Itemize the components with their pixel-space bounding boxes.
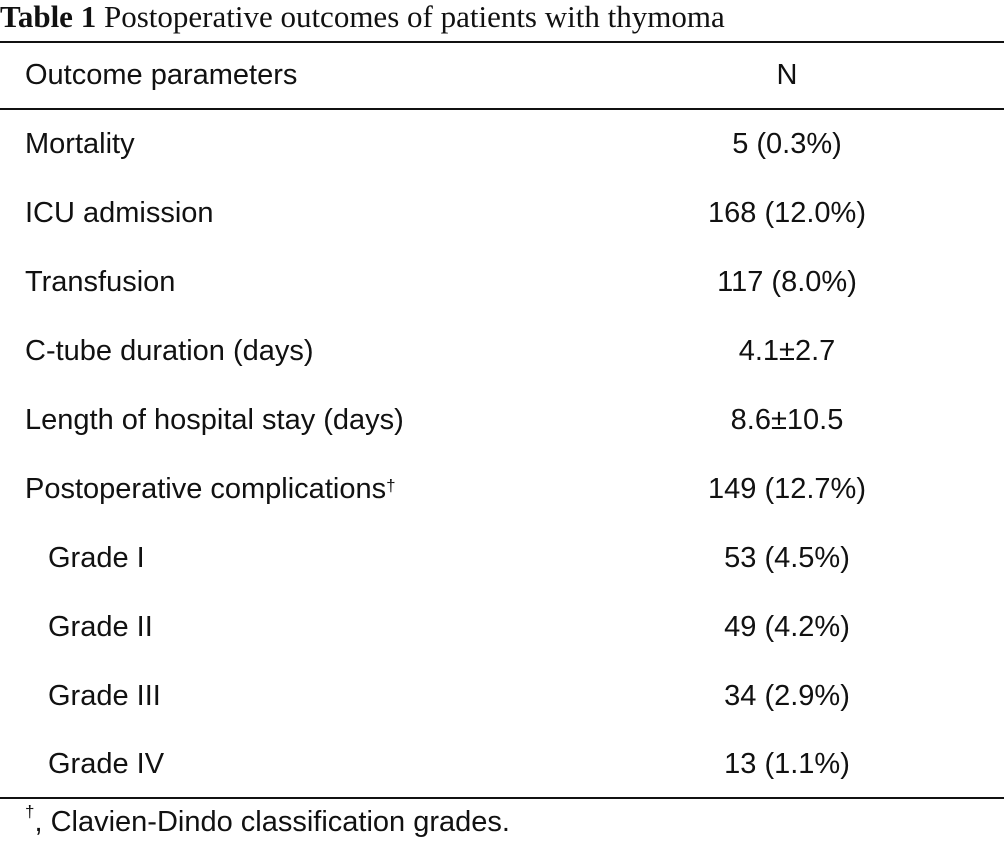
row-value: 49 (4.2%) (724, 610, 850, 643)
footnote-text: , Clavien-Dindo classification grades. (34, 806, 510, 838)
table-row: Grade IV 13 (1.1%) (0, 731, 1004, 797)
column-header-n: N (776, 59, 798, 91)
row-label: C-tube duration (days) (25, 334, 314, 367)
footnote-dagger-marker: † (25, 802, 35, 822)
table-row: Grade I 53 (4.5%) (0, 524, 1004, 592)
table-row: Mortality 5 (0.3%) (0, 110, 1004, 178)
row-value: 34 (2.9%) (724, 679, 850, 712)
row-label: ICU admission (25, 196, 214, 229)
table-row: Transfusion 117 (8.0%) (0, 248, 1004, 316)
table-row: C-tube duration (days) 4.1±2.7 (0, 317, 1004, 385)
row-value: 149 (12.7%) (708, 472, 866, 505)
table-footnote: †, Clavien-Dindo classification grades. (25, 803, 510, 839)
table-row: Grade III 34 (2.9%) (0, 662, 1004, 730)
table-label: Table 1 (0, 0, 97, 34)
table-row: ICU admission 168 (12.0%) (0, 179, 1004, 247)
table-row: Length of hospital stay (days) 8.6±10.5 (0, 386, 1004, 454)
table-title: Postoperative outcomes of patients with … (103, 0, 725, 34)
row-label: Transfusion (25, 265, 176, 298)
row-label: Mortality (25, 127, 135, 160)
row-label: Grade I (48, 541, 145, 574)
row-value: 13 (1.1%) (724, 747, 850, 780)
table-row: Postoperative complications † 149 (12.7%) (0, 455, 1004, 523)
row-value: 8.6±10.5 (730, 403, 844, 436)
table-top-rule (0, 41, 1004, 43)
table-row: Grade II 49 (4.2%) (0, 593, 1004, 661)
row-value: 5 (0.3%) (732, 127, 842, 160)
row-label-text: Postoperative complications (25, 472, 387, 505)
table-header-row: Outcome parameters N (0, 43, 1004, 108)
row-label: Grade II (48, 610, 153, 643)
table-header-rule (0, 108, 1004, 110)
row-label: Grade III (48, 679, 161, 712)
row-value: 4.1±2.7 (738, 334, 836, 367)
row-label: Postoperative complications † (25, 472, 396, 505)
row-value: 168 (12.0%) (708, 196, 866, 229)
row-label: Length of hospital stay (days) (25, 403, 404, 436)
table-bottom-rule (0, 797, 1004, 799)
row-value: 53 (4.5%) (724, 541, 850, 574)
row-label: Grade IV (48, 747, 165, 780)
table-caption: Table 1 Postoperative outcomes of patien… (0, 0, 725, 40)
column-header-outcome: Outcome parameters (25, 59, 298, 91)
row-value: 117 (8.0%) (717, 265, 857, 298)
